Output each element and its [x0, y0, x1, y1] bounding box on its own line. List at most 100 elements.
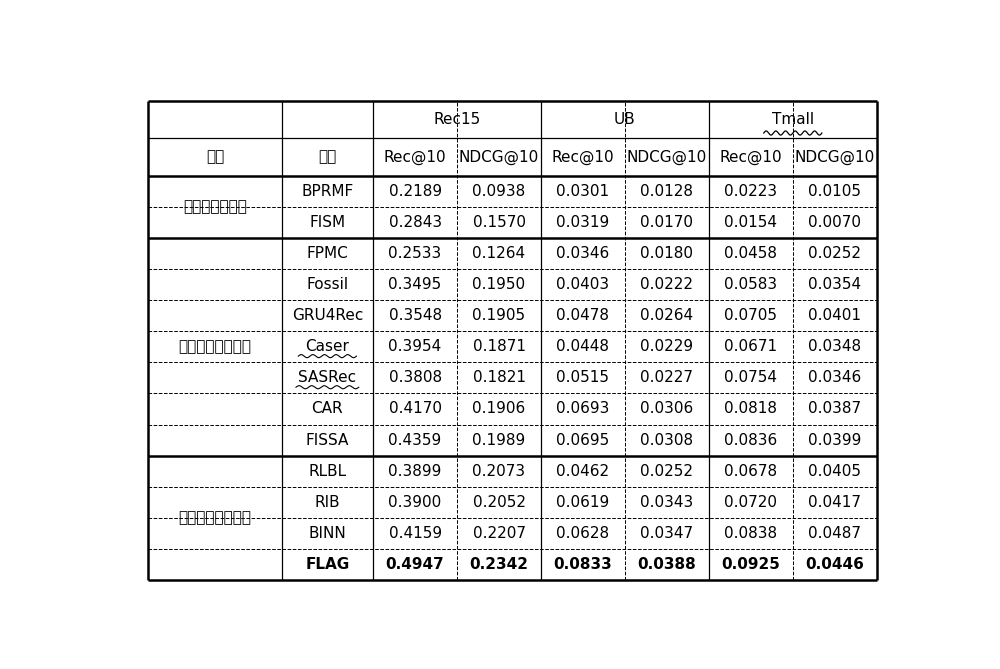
Text: 0.0446: 0.0446 [805, 557, 864, 572]
Text: 0.0720: 0.0720 [724, 495, 777, 510]
Text: 0.1906: 0.1906 [472, 401, 526, 417]
Text: 模型: 模型 [318, 150, 337, 165]
Text: 0.3954: 0.3954 [388, 339, 442, 355]
Text: 0.0678: 0.0678 [724, 464, 777, 478]
Text: 0.0348: 0.0348 [808, 339, 861, 355]
Text: 0.2189: 0.2189 [389, 184, 442, 199]
Text: 0.0354: 0.0354 [808, 277, 861, 292]
Text: 0.0695: 0.0695 [556, 433, 610, 448]
Text: 0.0223: 0.0223 [724, 184, 777, 199]
Text: 0.1821: 0.1821 [473, 371, 526, 385]
Text: 0.0401: 0.0401 [808, 308, 861, 323]
Text: 0.1871: 0.1871 [473, 339, 526, 355]
Text: 0.0343: 0.0343 [640, 495, 694, 510]
Text: BPRMF: BPRMF [301, 184, 354, 199]
Text: 0.0399: 0.0399 [808, 433, 861, 448]
Text: 0.0308: 0.0308 [640, 433, 693, 448]
Text: 类型: 类型 [206, 150, 224, 165]
Text: NDCG@10: NDCG@10 [627, 149, 707, 165]
Text: Tmall: Tmall [772, 112, 814, 127]
Text: 0.0105: 0.0105 [808, 184, 861, 199]
Text: 0.3808: 0.3808 [389, 371, 442, 385]
Text: CAR: CAR [312, 401, 343, 417]
Text: RLBL: RLBL [308, 464, 346, 478]
Text: 0.3548: 0.3548 [389, 308, 442, 323]
Text: 0.3899: 0.3899 [388, 464, 442, 478]
Text: 0.1989: 0.1989 [472, 433, 526, 448]
Text: 0.2843: 0.2843 [389, 215, 442, 230]
Text: 0.2533: 0.2533 [388, 246, 442, 261]
Text: 0.0833: 0.0833 [554, 557, 612, 572]
Text: 0.0388: 0.0388 [638, 557, 696, 572]
Text: UB: UB [614, 112, 636, 127]
Text: NDCG@10: NDCG@10 [459, 149, 539, 165]
Text: 0.0448: 0.0448 [556, 339, 609, 355]
Text: Caser: Caser [305, 339, 349, 355]
Text: 0.0671: 0.0671 [724, 339, 777, 355]
Text: 0.0836: 0.0836 [724, 433, 777, 448]
Text: 0.0818: 0.0818 [724, 401, 777, 417]
Text: Rec@10: Rec@10 [552, 149, 614, 165]
Text: Rec@10: Rec@10 [720, 149, 782, 165]
Text: 0.0128: 0.0128 [640, 184, 693, 199]
Text: Rec15: Rec15 [433, 112, 481, 127]
Text: 0.0346: 0.0346 [556, 246, 610, 261]
Text: 0.3495: 0.3495 [388, 277, 442, 292]
Text: 0.1570: 0.1570 [473, 215, 526, 230]
Text: 0.0347: 0.0347 [640, 526, 693, 541]
Text: 0.0070: 0.0070 [808, 215, 861, 230]
Text: FISM: FISM [309, 215, 345, 230]
Text: 非序列推荐算法: 非序列推荐算法 [183, 199, 247, 215]
Text: 0.0229: 0.0229 [640, 339, 693, 355]
Text: 0.0222: 0.0222 [640, 277, 693, 292]
Text: FLAG: FLAG [305, 557, 350, 572]
Text: 0.2342: 0.2342 [470, 557, 529, 572]
Text: 0.0403: 0.0403 [556, 277, 610, 292]
Text: 0.0705: 0.0705 [724, 308, 777, 323]
Text: FISSA: FISSA [306, 433, 349, 448]
Text: 0.0319: 0.0319 [556, 215, 610, 230]
Text: 同构序列推荐算法: 同构序列推荐算法 [178, 339, 251, 355]
Text: 0.0838: 0.0838 [724, 526, 777, 541]
Text: 0.0515: 0.0515 [556, 371, 609, 385]
Text: 0.0938: 0.0938 [472, 184, 526, 199]
Text: 0.0583: 0.0583 [724, 277, 777, 292]
Text: 0.0154: 0.0154 [724, 215, 777, 230]
Text: FPMC: FPMC [307, 246, 348, 261]
Text: 0.0693: 0.0693 [556, 401, 610, 417]
Text: 0.3900: 0.3900 [388, 495, 442, 510]
Text: 0.0458: 0.0458 [724, 246, 777, 261]
Text: NDCG@10: NDCG@10 [795, 149, 875, 165]
Text: 0.0252: 0.0252 [808, 246, 861, 261]
Text: BINN: BINN [309, 526, 346, 541]
Text: 0.4359: 0.4359 [388, 433, 442, 448]
Text: 0.0264: 0.0264 [640, 308, 693, 323]
Text: 0.4947: 0.4947 [386, 557, 444, 572]
Text: 0.4159: 0.4159 [389, 526, 442, 541]
Text: RIB: RIB [315, 495, 340, 510]
Text: 0.0227: 0.0227 [640, 371, 693, 385]
Text: 异构序列推荐算法: 异构序列推荐算法 [178, 510, 251, 525]
Text: SASRec: SASRec [298, 371, 356, 385]
Text: 0.1950: 0.1950 [472, 277, 526, 292]
Text: 0.2073: 0.2073 [472, 464, 526, 478]
Text: 0.0387: 0.0387 [808, 401, 861, 417]
Text: 0.0346: 0.0346 [808, 371, 861, 385]
Text: 0.2052: 0.2052 [473, 495, 526, 510]
Text: 0.0462: 0.0462 [556, 464, 610, 478]
Text: 0.0487: 0.0487 [808, 526, 861, 541]
Text: 0.0619: 0.0619 [556, 495, 610, 510]
Text: 0.0925: 0.0925 [721, 557, 780, 572]
Text: 0.0478: 0.0478 [556, 308, 609, 323]
Text: 0.0180: 0.0180 [640, 246, 693, 261]
Text: 0.0301: 0.0301 [556, 184, 610, 199]
Text: 0.1264: 0.1264 [472, 246, 526, 261]
Text: 0.1905: 0.1905 [472, 308, 526, 323]
Text: Fossil: Fossil [306, 277, 348, 292]
Text: 0.0628: 0.0628 [556, 526, 610, 541]
Text: 0.0170: 0.0170 [640, 215, 693, 230]
Text: 0.0417: 0.0417 [808, 495, 861, 510]
Text: Rec@10: Rec@10 [384, 149, 446, 165]
Text: 0.0306: 0.0306 [640, 401, 694, 417]
Text: GRU4Rec: GRU4Rec [292, 308, 363, 323]
